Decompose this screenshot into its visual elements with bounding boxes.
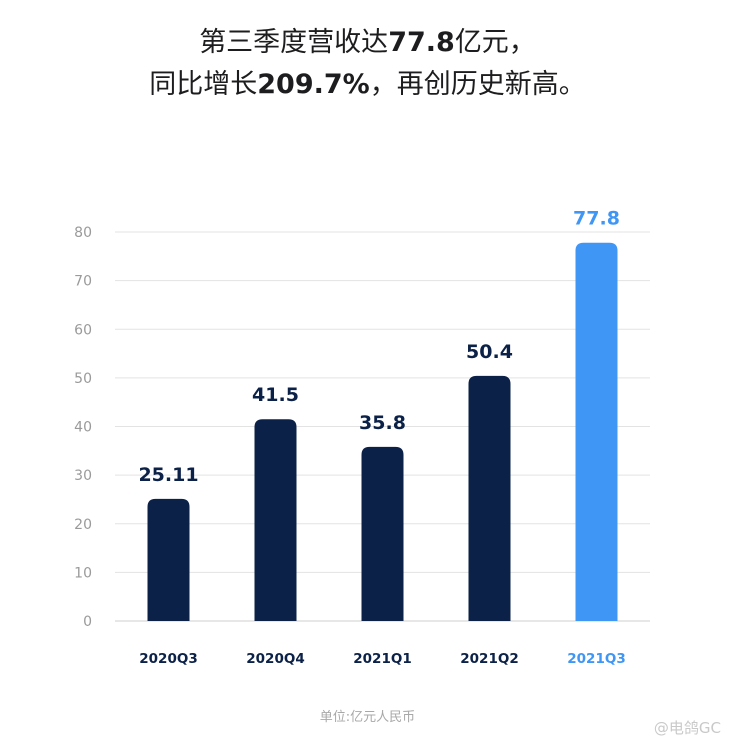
y-tick-label: 60 [74, 322, 92, 338]
x-tick-label: 2021Q2 [460, 651, 518, 667]
watermark: @电鸽GC [653, 719, 721, 737]
headline-text: 亿元， [454, 27, 536, 58]
headline-revenue: 77.8 [388, 27, 455, 58]
bar [575, 242, 618, 621]
y-tick-label: 20 [74, 517, 92, 533]
headline-text: 第三季度营收达 [199, 27, 389, 58]
headline-line-2: 同比增长209.7%，再创历史新高。 [0, 64, 735, 106]
headline-line-1: 第三季度营收达77.8亿元， [0, 22, 735, 64]
bar [468, 375, 511, 621]
bar-value-label: 41.5 [252, 384, 299, 406]
y-tick-label: 80 [74, 225, 92, 241]
bar-value-label: 35.8 [359, 412, 406, 434]
headline-growth: 209.7% [257, 69, 370, 100]
x-tick-label: 2020Q3 [139, 651, 197, 667]
y-tick-label: 30 [74, 468, 92, 484]
headline-text: 同比增长 [149, 69, 258, 100]
x-tick-label: 2021Q3 [567, 651, 625, 667]
bar-value-label: 25.11 [138, 464, 198, 486]
y-tick-label: 10 [74, 565, 92, 581]
x-tick-label: 2020Q4 [246, 651, 304, 667]
bar-value-label: 77.8 [573, 208, 620, 230]
y-tick-label: 40 [74, 420, 92, 436]
x-tick-label: 2021Q1 [353, 651, 411, 667]
bar [147, 498, 190, 621]
bar [254, 419, 297, 621]
y-tick-label: 0 [83, 614, 92, 630]
y-tick-label: 70 [74, 274, 92, 290]
bar-value-label: 50.4 [466, 341, 513, 363]
headline: 第三季度营收达77.8亿元， 同比增长209.7%，再创历史新高。 [0, 22, 735, 106]
bar [361, 446, 404, 621]
y-tick-label: 50 [74, 371, 92, 387]
unit-note: 单位:亿元人民币 [319, 710, 416, 725]
headline-text: ，再创历史新高。 [369, 69, 586, 100]
